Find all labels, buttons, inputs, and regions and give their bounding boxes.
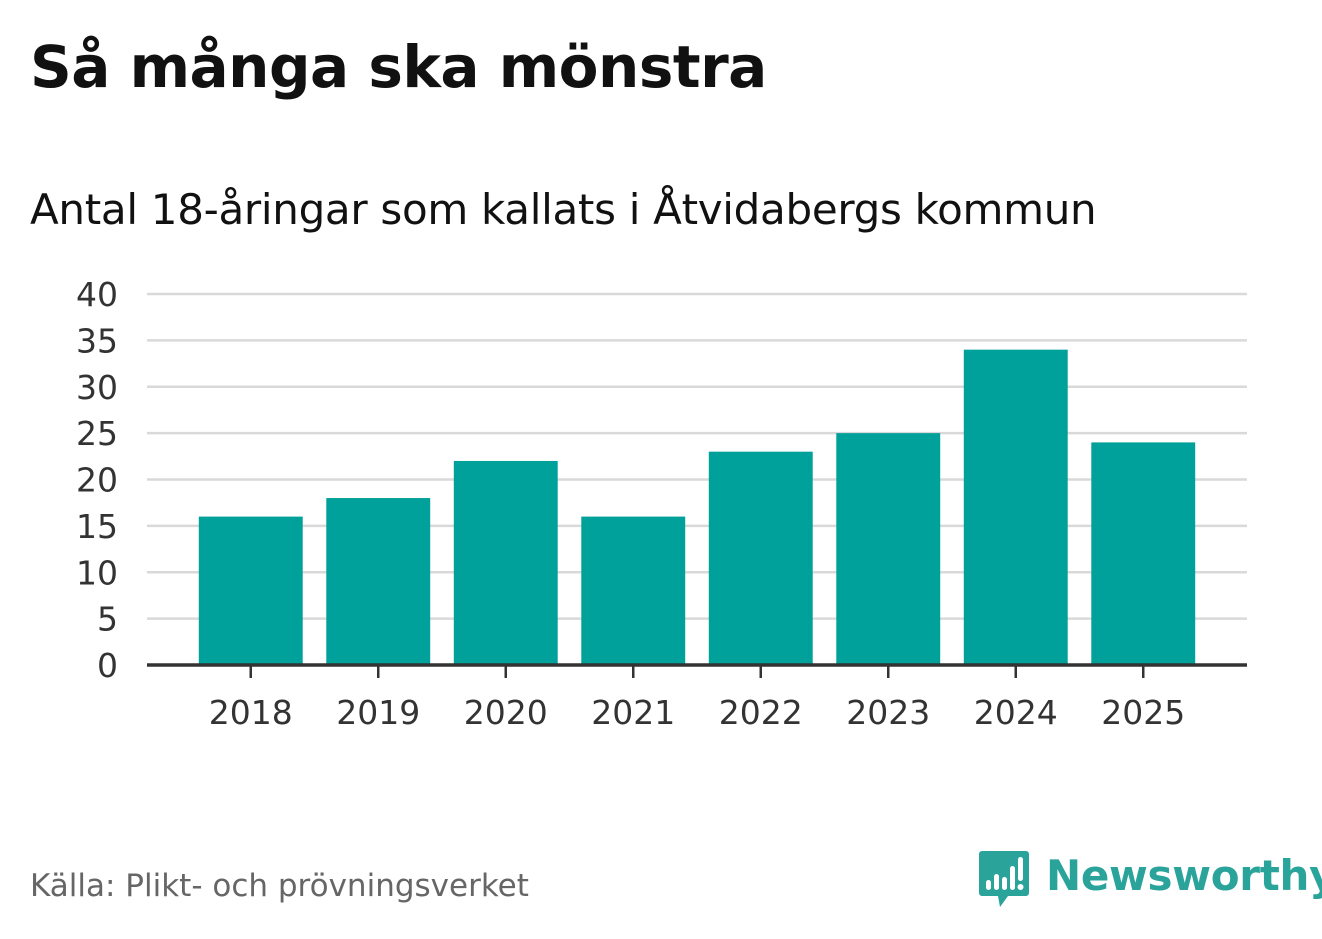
x-tick-label: 2022 bbox=[719, 693, 803, 732]
bar-2019 bbox=[326, 498, 431, 665]
chart-title: Så många ska mönstra bbox=[30, 33, 767, 101]
bar-2020 bbox=[453, 460, 558, 665]
bar-2022 bbox=[708, 451, 813, 665]
y-tick-label: 40 bbox=[76, 275, 118, 314]
y-tick-label: 5 bbox=[97, 600, 118, 639]
y-tick-label: 15 bbox=[76, 507, 118, 546]
bar-2018 bbox=[198, 516, 303, 665]
bar-2025 bbox=[1091, 442, 1196, 665]
y-tick-label: 10 bbox=[76, 553, 118, 592]
source-note: Källa: Plikt- och prövningsverket bbox=[30, 868, 529, 904]
x-tick-label: 2018 bbox=[209, 693, 293, 732]
bar-2023 bbox=[836, 433, 941, 665]
bar-2024 bbox=[963, 349, 1068, 665]
x-tick-label: 2019 bbox=[336, 693, 420, 732]
y-tick-label: 30 bbox=[76, 368, 118, 407]
x-tick-label: 2025 bbox=[1101, 693, 1185, 732]
x-tick-label: 2021 bbox=[591, 693, 675, 732]
x-tick-label: 2020 bbox=[464, 693, 548, 732]
x-tick-label: 2024 bbox=[974, 693, 1058, 732]
brand-name: Newsworthy bbox=[1046, 851, 1322, 900]
y-tick-label: 25 bbox=[76, 414, 118, 453]
y-tick-label: 20 bbox=[76, 461, 118, 500]
y-tick-label: 0 bbox=[97, 646, 118, 685]
brand-logo-group: Newsworthy bbox=[978, 848, 1322, 912]
x-tick-label: 2023 bbox=[846, 693, 930, 732]
newsworthy-chart-logo-icon bbox=[979, 851, 1029, 907]
bar-2021 bbox=[581, 516, 686, 665]
y-tick-label: 35 bbox=[76, 321, 118, 360]
chart-subtitle: Antal 18-åringar som kallats i Åtvidaber… bbox=[30, 185, 1097, 234]
